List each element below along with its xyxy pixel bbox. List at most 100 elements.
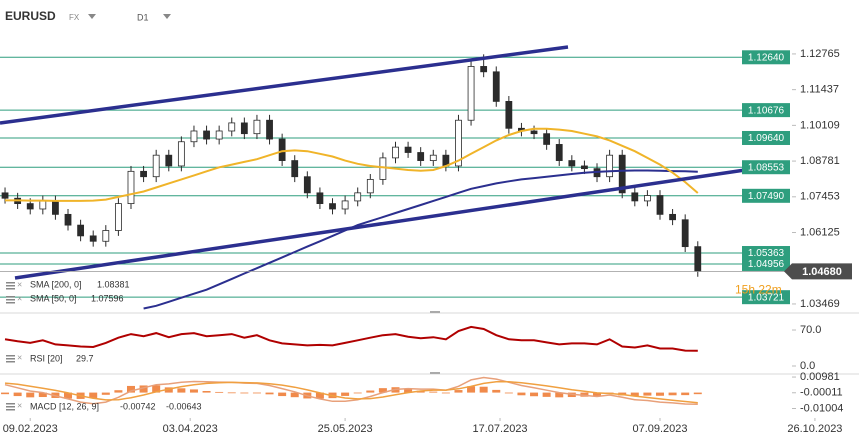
y-tick-label: 1.06125 xyxy=(800,226,840,238)
y-tick-label: 1.11437 xyxy=(800,84,839,96)
series-line xyxy=(4,325,698,352)
y-tick-label: -0.00011 xyxy=(800,387,843,399)
candle-body xyxy=(291,160,299,178)
last-price-box xyxy=(784,263,852,280)
candle-body xyxy=(165,154,173,167)
histogram-bar xyxy=(555,392,564,398)
candle-body xyxy=(631,192,639,202)
y-tick-label: 1.12765 xyxy=(800,48,840,60)
candle-body xyxy=(253,119,261,135)
series-line xyxy=(143,169,698,310)
candle-body xyxy=(77,224,85,237)
candle-body xyxy=(89,235,97,242)
level-label: 1.12640 xyxy=(748,52,785,63)
level-label: 1.04956 xyxy=(748,259,785,270)
histogram-bar xyxy=(1,392,10,395)
candle-body xyxy=(392,146,399,159)
y-tick-label: 70.0 xyxy=(800,324,821,336)
histogram-bar xyxy=(189,389,198,393)
legend-sma200: × SMA [200, 0] 1.08381 xyxy=(6,279,130,290)
dropdown[interactable] xyxy=(163,14,171,19)
histogram-bar xyxy=(202,391,211,393)
histogram-bar xyxy=(429,391,438,393)
legend-name: MACD [12, 26, 9] xyxy=(30,401,99,411)
candle-body xyxy=(190,130,198,143)
level-box xyxy=(742,130,790,145)
histogram-bar xyxy=(215,391,224,393)
candle-body xyxy=(568,160,576,167)
levels xyxy=(0,56,742,298)
level-box xyxy=(742,50,790,65)
macd-panel xyxy=(1,376,702,406)
candle-body xyxy=(39,200,47,210)
candle-body xyxy=(52,200,59,215)
level-box xyxy=(742,160,790,175)
series-line xyxy=(4,376,698,406)
histogram-bar xyxy=(404,388,413,393)
candle-body xyxy=(354,192,362,202)
candle-body xyxy=(618,154,626,194)
last-price-label: 1.04680 xyxy=(802,266,842,278)
candle-body xyxy=(530,130,538,135)
histogram-bar xyxy=(38,392,47,398)
histogram-bar xyxy=(542,392,551,397)
histogram-bar xyxy=(353,392,362,394)
candle-body xyxy=(228,122,236,132)
legend-value: 29.7 xyxy=(76,353,94,363)
x-tick-label: 07.09.2023 xyxy=(632,423,687,435)
legend-name: RSI [20] xyxy=(30,353,63,363)
y-tick-label: 0.0 xyxy=(800,360,815,372)
legend-name: SMA [200, 0] xyxy=(30,279,82,289)
histogram-bar xyxy=(693,392,702,395)
candle-body xyxy=(140,170,147,178)
level-box xyxy=(742,103,790,118)
symbol: EURUSD xyxy=(5,9,56,23)
histogram-bar xyxy=(315,392,324,399)
x-tick-label: 03.04.2023 xyxy=(163,423,218,435)
histogram-bar xyxy=(252,392,261,394)
histogram-bar xyxy=(655,392,664,396)
y-tick-label: 1.08781 xyxy=(800,155,840,167)
dropdown[interactable] xyxy=(88,14,96,19)
level-box xyxy=(742,256,790,271)
candle-body xyxy=(555,144,563,161)
legend-macd: × MACD [12, 26, 9] -0.00742 -0.00643 xyxy=(6,400,202,411)
candle-body xyxy=(643,195,651,202)
panel-grip xyxy=(430,311,440,313)
level-box xyxy=(742,290,790,305)
candle-body xyxy=(669,213,676,221)
candle-body xyxy=(316,192,324,205)
y-tick-label: -0.01004 xyxy=(800,402,843,414)
histogram-bar xyxy=(441,392,450,394)
candle-body xyxy=(102,230,110,242)
histogram-bar xyxy=(13,392,22,397)
x-tick-label: 17.07.2023 xyxy=(473,423,528,435)
candle-body xyxy=(492,71,500,102)
level-label: 1.10676 xyxy=(748,105,785,116)
level-label: 1.05363 xyxy=(748,248,785,259)
histogram-bar xyxy=(530,392,539,397)
candle-body xyxy=(681,219,689,248)
histogram-bar xyxy=(290,392,299,398)
histogram-bar xyxy=(89,392,98,398)
candle-body xyxy=(1,192,9,199)
candle-body xyxy=(480,66,488,73)
svg-text:×: × xyxy=(17,279,22,289)
histogram-bar xyxy=(378,388,387,393)
series-line xyxy=(4,381,698,404)
timeframe[interactable]: D1 xyxy=(137,12,149,22)
histogram-bar xyxy=(126,385,135,393)
candle-body xyxy=(404,146,412,153)
legend-sma50: × SMA [50, 0] 1.07596 xyxy=(6,293,124,304)
y-tick-label: 1.07453 xyxy=(800,191,840,203)
candle-body xyxy=(341,200,349,210)
candle-body xyxy=(240,122,248,135)
histogram-bar xyxy=(278,392,287,397)
series-line xyxy=(5,127,699,202)
histogram-bar xyxy=(227,392,236,394)
histogram-bar xyxy=(681,392,690,396)
histogram-bar xyxy=(265,392,274,395)
